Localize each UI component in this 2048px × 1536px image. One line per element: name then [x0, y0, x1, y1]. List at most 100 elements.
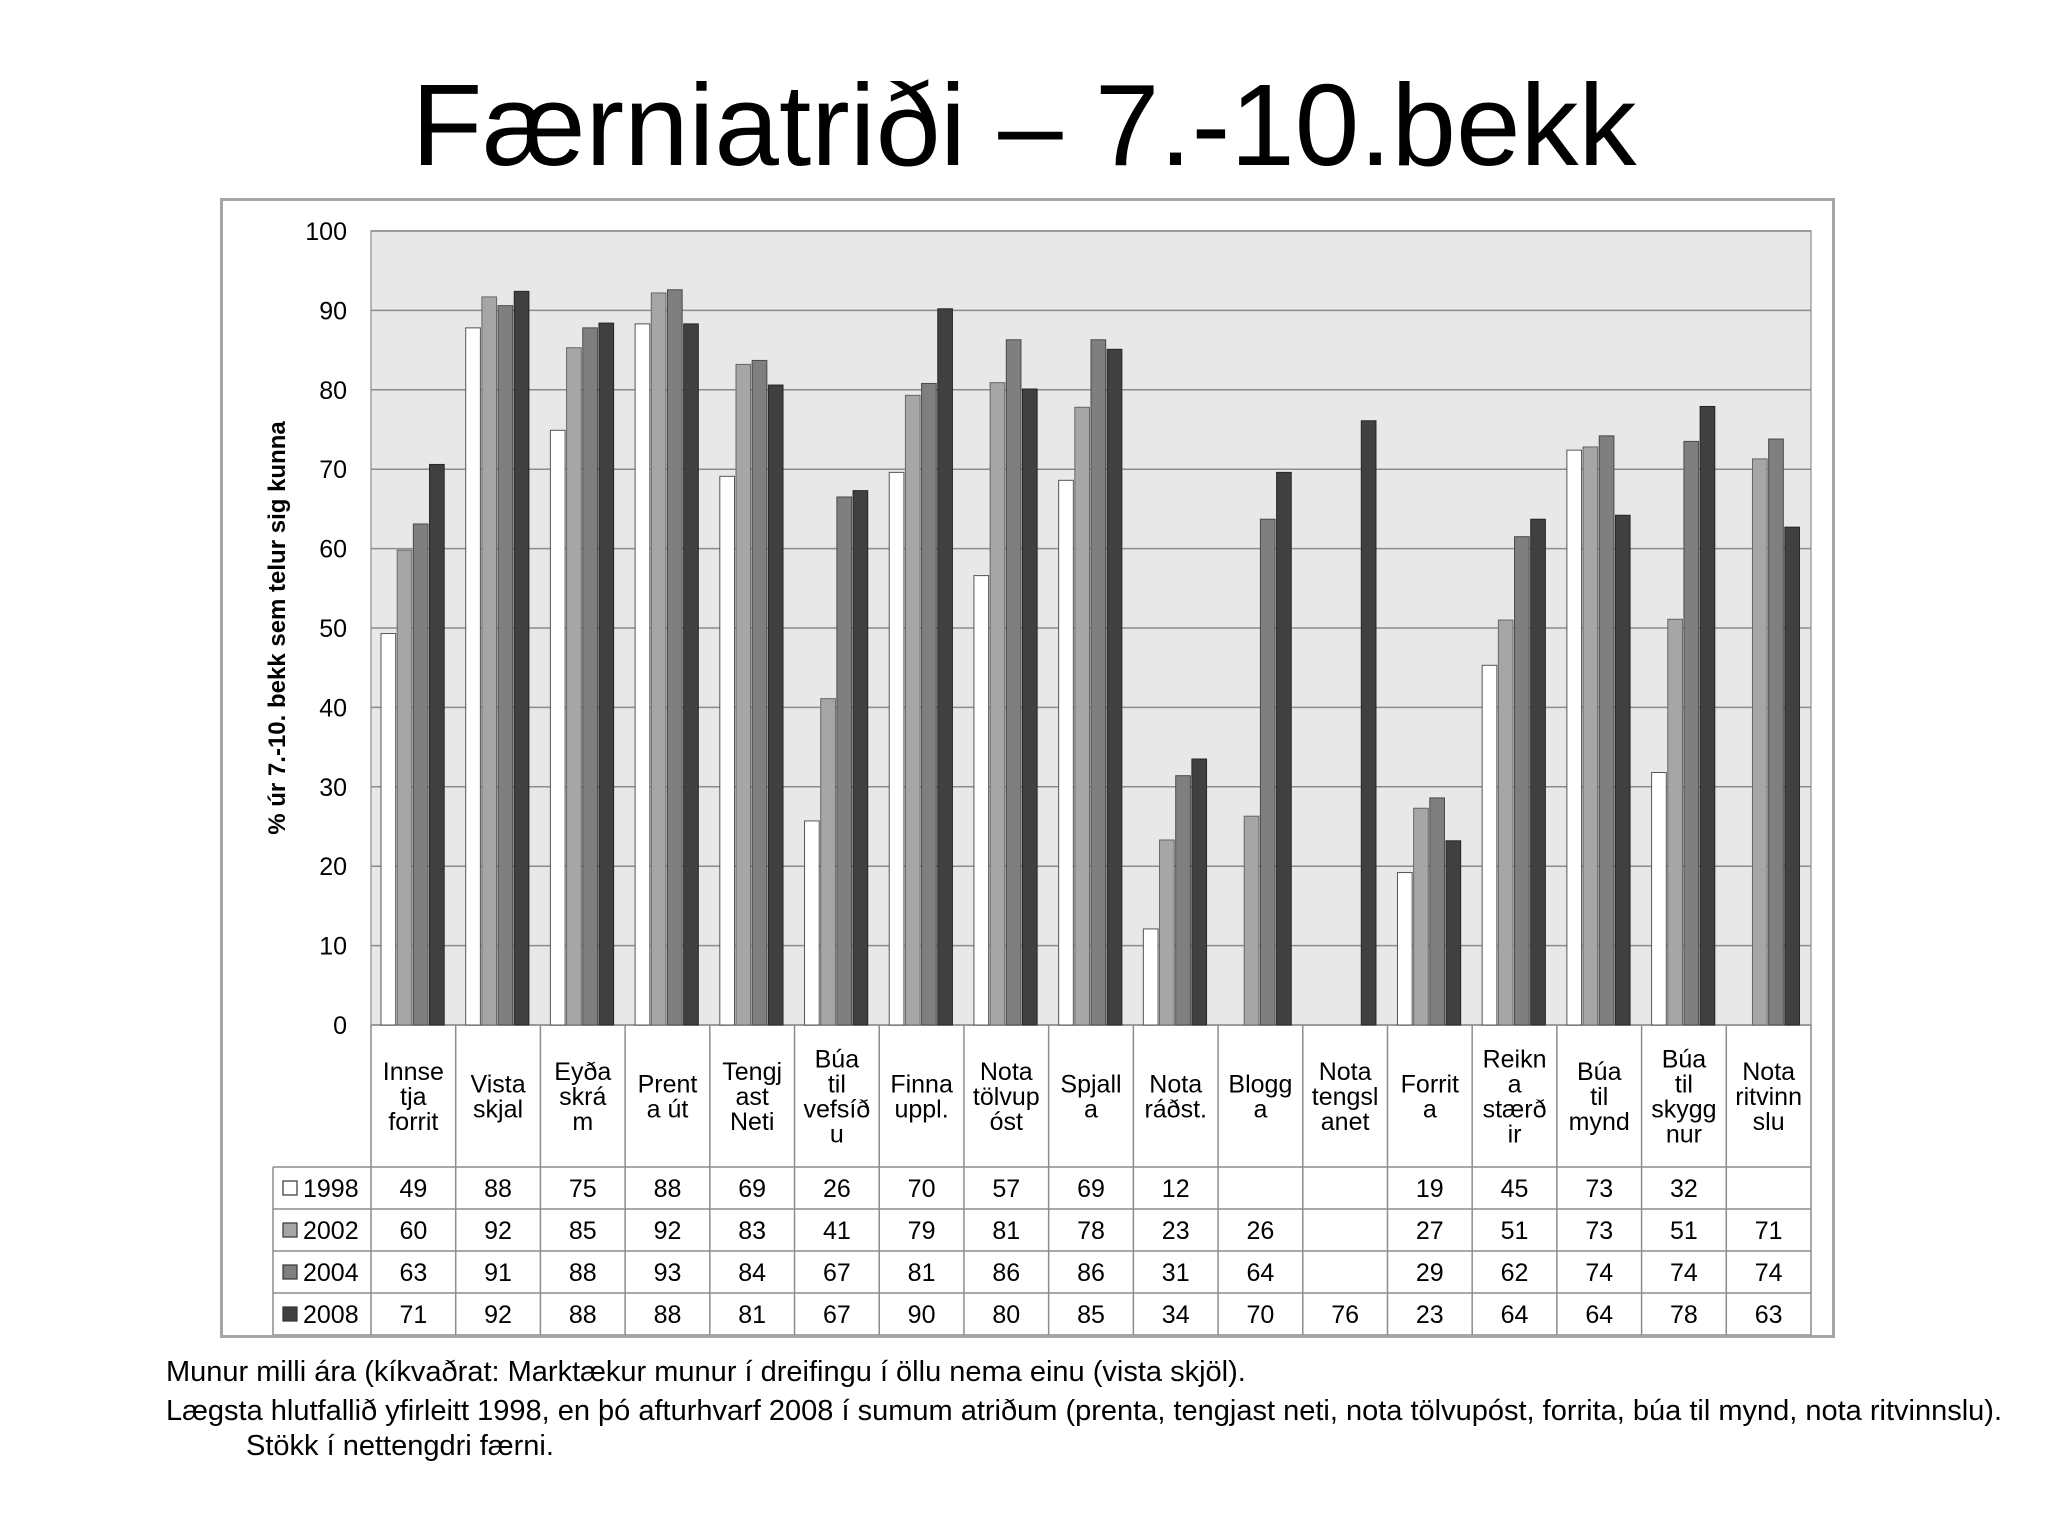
bar-1998-6	[888, 471, 905, 1026]
y-tick-label: 60	[319, 536, 347, 564]
data-table-value: 88	[654, 1175, 682, 1203]
x-category-label: tölvup	[973, 1083, 1040, 1111]
x-category-label: Innse	[383, 1058, 444, 1086]
x-category-label: Nota	[1149, 1071, 1202, 1099]
x-category-label: ráðst.	[1144, 1096, 1207, 1124]
x-category-label: skrá	[559, 1083, 606, 1111]
bar-2002-15	[1667, 618, 1683, 1026]
data-table-value: 93	[654, 1259, 682, 1287]
data-table-value: 12	[1162, 1175, 1190, 1203]
x-category-label: tengsl	[1312, 1083, 1379, 1111]
data-table-value: 92	[484, 1217, 512, 1245]
bar-2008-8	[1106, 348, 1123, 1026]
x-category-label: Spjall	[1060, 1071, 1121, 1099]
data-table-value: 76	[1331, 1301, 1359, 1329]
bar-2002-14	[1582, 446, 1599, 1026]
bar-1998-1	[465, 327, 481, 1026]
bar-2002-5	[820, 698, 836, 1026]
bar-2004-6	[921, 382, 937, 1026]
data-table-value: 78	[1670, 1301, 1698, 1329]
x-category-label: ritvinn	[1735, 1083, 1802, 1111]
x-category-label: ir	[1508, 1121, 1522, 1149]
bar-2004-5	[836, 496, 853, 1026]
x-category-label: Reikn	[1483, 1046, 1547, 1074]
note-line: Lægsta hlutfallið yfirleitt 1998, en þó …	[166, 1394, 2003, 1462]
bar-2008-3	[683, 323, 699, 1026]
bar-2002-4	[735, 363, 752, 1026]
bar-1998-3	[634, 323, 651, 1026]
data-table-value: 92	[484, 1301, 512, 1329]
bar-2004-8	[1090, 339, 1107, 1026]
data-table-value: 64	[1247, 1259, 1275, 1287]
y-tick-label: 40	[319, 694, 347, 722]
bar-1998-4	[719, 475, 735, 1026]
bar-2008-6	[937, 308, 953, 1026]
legend-key-1998	[282, 1180, 298, 1196]
data-table-value: 45	[1501, 1175, 1529, 1203]
data-table-value: 51	[1501, 1217, 1529, 1245]
x-category-label: Prent	[638, 1071, 698, 1099]
bar-1998-5	[804, 820, 820, 1026]
bar-2004-12	[1429, 797, 1445, 1026]
bar-2002-2	[566, 347, 582, 1026]
x-category-label: m	[572, 1108, 593, 1136]
y-tick-label: 90	[319, 297, 347, 325]
bar-2002-12	[1413, 807, 1429, 1026]
bar-2008-13	[1530, 518, 1546, 1026]
data-table-value: 74	[1755, 1259, 1783, 1287]
data-table-value: 79	[908, 1217, 936, 1245]
data-table-value: 88	[569, 1259, 597, 1287]
data-table-value: 57	[992, 1175, 1020, 1203]
bar-2008-2	[598, 322, 615, 1026]
x-category-label: Búa	[1577, 1058, 1622, 1086]
data-table-value: 86	[992, 1259, 1020, 1287]
bar-2002-8	[1074, 406, 1091, 1026]
data-table-value: 70	[1247, 1301, 1275, 1329]
bar-2002-6	[904, 394, 921, 1026]
data-table-value: 64	[1501, 1301, 1529, 1329]
data-table-value: 23	[1162, 1217, 1190, 1245]
bar-2004-16	[1768, 438, 1784, 1026]
bar-1998-14	[1566, 449, 1583, 1026]
data-table-value: 26	[823, 1175, 851, 1203]
y-tick-label: 20	[319, 853, 347, 881]
y-tick-label: 80	[319, 377, 347, 405]
y-tick-label: 10	[319, 933, 347, 961]
bar-2008-14	[1614, 514, 1631, 1026]
data-table-value: 67	[823, 1301, 851, 1329]
x-category-label: Nota	[980, 1058, 1033, 1086]
bar-1998-8	[1058, 479, 1074, 1026]
x-category-label: a	[1084, 1096, 1098, 1124]
data-table-value: 80	[992, 1301, 1020, 1329]
data-table-value: 84	[738, 1259, 766, 1287]
y-tick-label: 100	[305, 218, 347, 246]
chart-frame: 0 10 20 30 40 50 60 70 80 90 100 % úr 7.-10. bekk s…	[220, 198, 1835, 1338]
bar-2002-16	[1751, 458, 1768, 1026]
x-category-label: til	[828, 1071, 846, 1099]
data-table-value: 31	[1162, 1259, 1190, 1287]
data-table-value: 73	[1585, 1217, 1613, 1245]
data-table-value: 26	[1247, 1217, 1275, 1245]
data-table-value: 73	[1585, 1175, 1613, 1203]
x-category-label: u	[830, 1121, 844, 1149]
data-table-value: 91	[484, 1259, 512, 1287]
bar-2004-2	[582, 327, 598, 1026]
bar-2004-1	[497, 305, 514, 1026]
bar-1998-15	[1651, 772, 1667, 1026]
bar-2002-3	[650, 292, 667, 1026]
x-category-label: Neti	[730, 1108, 774, 1136]
data-table-value: 81	[992, 1217, 1020, 1245]
bar-2008-12	[1445, 840, 1462, 1026]
legend-key-2004	[282, 1264, 298, 1280]
x-category-label: óst	[990, 1108, 1023, 1136]
x-category-label: a	[1253, 1096, 1267, 1124]
legend-label-2002: 2002	[303, 1217, 359, 1245]
x-category-label: vefsíð	[804, 1096, 871, 1124]
data-table-value: 90	[908, 1301, 936, 1329]
x-category-label: a	[1508, 1071, 1522, 1099]
x-category-label: til	[1590, 1083, 1608, 1111]
legend-key-2008	[282, 1306, 298, 1322]
x-category-label: skygg	[1651, 1096, 1716, 1124]
data-table-value: 92	[654, 1217, 682, 1245]
bar-2002-9	[1159, 839, 1175, 1026]
